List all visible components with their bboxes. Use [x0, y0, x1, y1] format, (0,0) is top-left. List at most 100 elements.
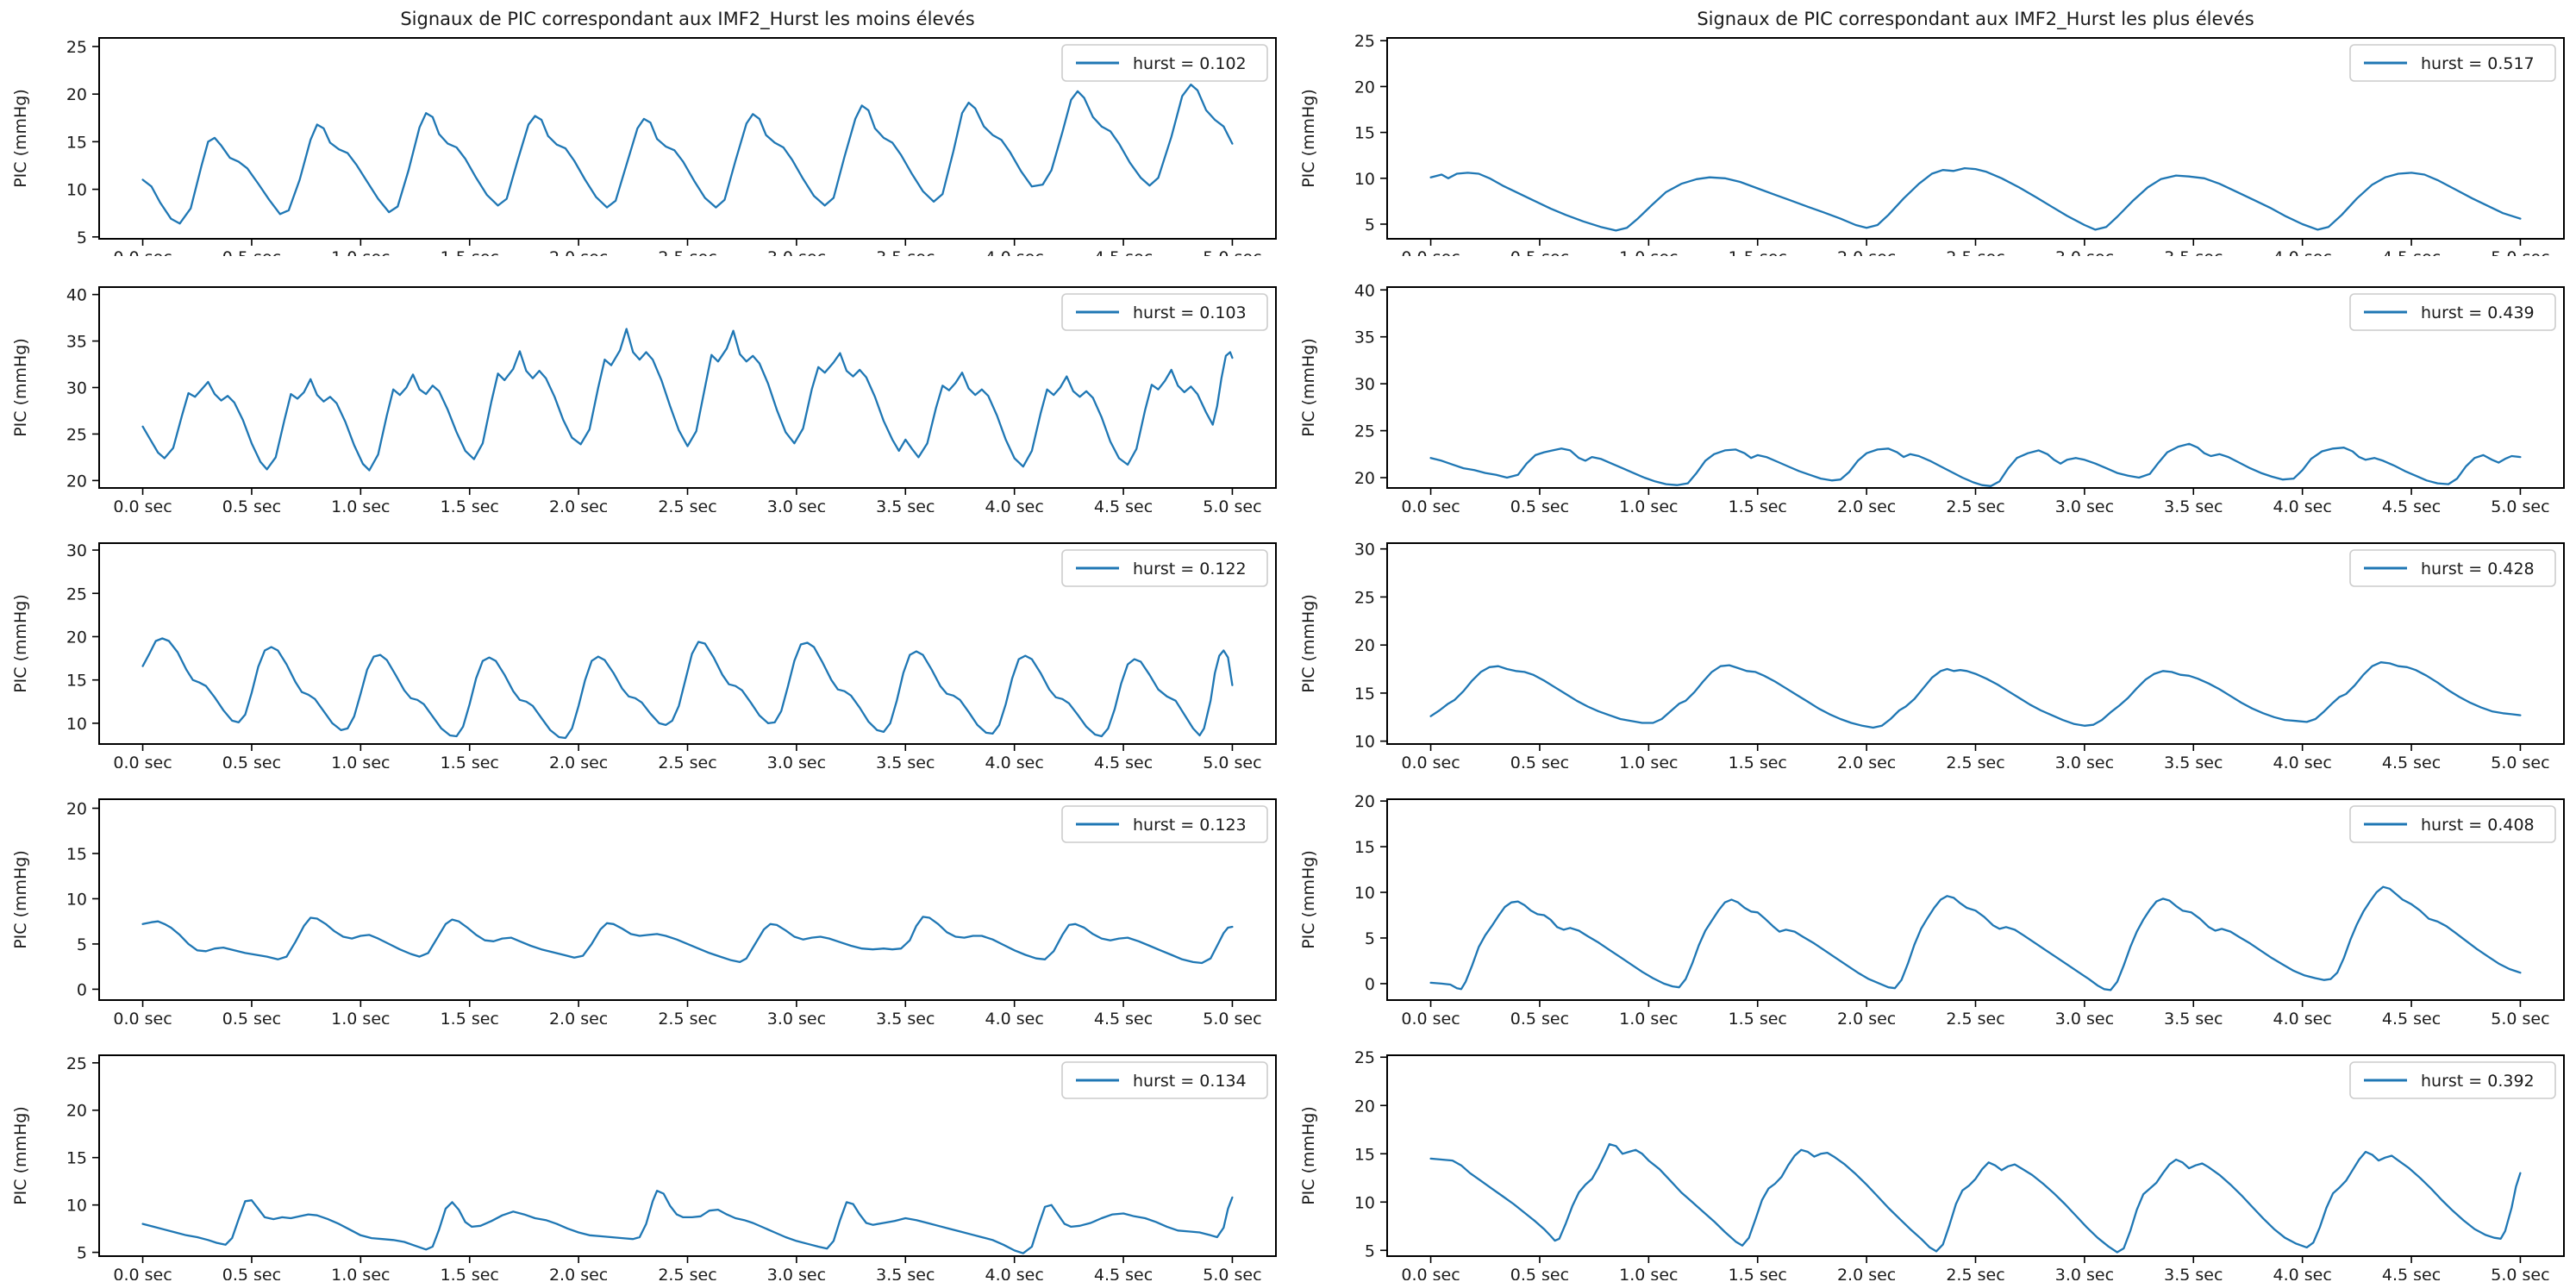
- x-tick-label: 0.0 sec: [1401, 497, 1460, 512]
- x-tick-label: 1.0 sec: [1619, 497, 1678, 512]
- x-tick-label: 3.0 sec: [767, 1010, 826, 1024]
- legend-label: hurst = 0.134: [1133, 1072, 1247, 1091]
- x-tick-label: 2.5 sec: [1946, 497, 2004, 512]
- y-tick-label: 40: [66, 286, 87, 305]
- y-tick-label: 5: [77, 935, 87, 954]
- x-tick-label: 0.5 sec: [1510, 497, 1569, 512]
- y-tick-label: 20: [66, 799, 87, 818]
- y-tick-label: 5: [1365, 929, 1375, 948]
- x-tick-label: 0.5 sec: [222, 1010, 281, 1024]
- x-tick-label: 0.0 sec: [1401, 1266, 1460, 1280]
- x-tick-label: 2.5 sec: [658, 754, 716, 768]
- subplot-row5-right-chart: 0.0 sec 0.5 sec 1.0 sec 1.5 sec 2.0 sec 2.5 s…: [1299, 1048, 2565, 1280]
- x-tick-label: 4.0 sec: [985, 497, 1044, 512]
- x-tick-label: 1.5 sec: [1729, 754, 1787, 768]
- y-tick-label: 0: [77, 980, 87, 999]
- x-tick-label: 3.0 sec: [2055, 497, 2114, 512]
- x-tick-label: 3.0 sec: [767, 1266, 826, 1280]
- x-tick-label: 4.5 sec: [2382, 1010, 2441, 1024]
- y-tick-label: 20: [1354, 792, 1375, 811]
- subplot-row1-left-chart: 0.0 sec 0.5 sec 1.0 sec 1.5 sec 2.0 sec 2.5 s…: [11, 37, 1277, 256]
- x-tick-label: 4.5 sec: [1094, 1010, 1153, 1024]
- x-tick-label: 4.0 sec: [985, 1010, 1044, 1024]
- x-tick-label: 5.0 sec: [1203, 754, 1261, 768]
- y-tick-label: 10: [66, 890, 87, 909]
- left-column-title: Signaux de PIC correspondant aux IMF2_Hu…: [400, 9, 975, 29]
- x-tick-label: 0.5 sec: [222, 1266, 281, 1280]
- x-tick-label: 3.0 sec: [2055, 1266, 2114, 1280]
- x-tick-label: 4.0 sec: [2273, 497, 2332, 512]
- x-tick-label: 4.0 sec: [985, 1266, 1044, 1280]
- y-tick-label: 20: [1354, 78, 1375, 97]
- y-tick-label: 20: [66, 472, 87, 491]
- x-tick-label: 3.0 sec: [767, 248, 826, 256]
- x-tick-label: 1.0 sec: [331, 754, 390, 768]
- y-axis-label: PIC (mmHg): [11, 1106, 30, 1205]
- y-tick-label: 5: [1365, 216, 1375, 235]
- legend-label: hurst = 0.517: [2421, 54, 2535, 73]
- legend-label: hurst = 0.102: [1133, 54, 1247, 73]
- x-tick-label: 5.0 sec: [2491, 248, 2549, 256]
- subplot-row5-left: 0.0 sec 0.5 sec 1.0 sec 1.5 sec 2.0 sec 2.5 s…: [0, 1024, 1288, 1280]
- legend-box: [2349, 549, 2556, 587]
- x-tick-label: 0.5 sec: [1510, 1266, 1569, 1280]
- x-tick-label: 2.0 sec: [1837, 497, 1896, 512]
- x-tick-label: 2.5 sec: [1946, 1010, 2004, 1024]
- subplot-row3-left: 0.0 sec 0.5 sec 1.0 sec 1.5 sec 2.0 sec 2.5 s…: [0, 512, 1288, 768]
- x-tick-label: 3.0 sec: [2055, 1010, 2114, 1024]
- legend-label: hurst = 0.428: [2421, 560, 2535, 578]
- x-tick-label: 5.0 sec: [1203, 1266, 1261, 1280]
- subplot-row4-right: 0.0 sec 0.5 sec 1.0 sec 1.5 sec 2.0 sec 2.5 s…: [1288, 768, 2576, 1024]
- y-tick-label: 20: [1354, 1097, 1375, 1116]
- x-tick-label: 5.0 sec: [2491, 754, 2549, 768]
- x-tick-label: 2.5 sec: [658, 497, 716, 512]
- signal-line: [141, 1190, 1234, 1254]
- y-axis-label: PIC (mmHg): [1299, 338, 1318, 437]
- x-tick-label: 2.0 sec: [549, 754, 608, 768]
- signal-line: [1429, 1142, 2522, 1254]
- y-tick-label: 15: [1354, 1145, 1375, 1164]
- subplot-row1-left: Signaux de PIC correspondant aux IMF2_Hu…: [0, 0, 1288, 256]
- x-tick-label: 3.5 sec: [2164, 1010, 2223, 1024]
- y-tick-label: 5: [77, 228, 87, 247]
- x-tick-label: 1.5 sec: [441, 1010, 499, 1024]
- y-tick-label: 5: [77, 1244, 87, 1263]
- y-tick-label: 25: [66, 585, 87, 603]
- x-tick-label: 2.5 sec: [1946, 1266, 2004, 1280]
- y-axis-label: PIC (mmHg): [1299, 89, 1318, 188]
- legend-box: [2349, 293, 2556, 331]
- x-tick-label: 5.0 sec: [2491, 1010, 2549, 1024]
- x-tick-label: 2.0 sec: [549, 1266, 608, 1280]
- y-axis-label: PIC (mmHg): [1299, 594, 1318, 693]
- x-tick-label: 1.5 sec: [441, 1266, 499, 1280]
- y-tick-label: 30: [1354, 375, 1375, 394]
- x-tick-label: 3.5 sec: [2164, 1266, 2223, 1280]
- x-tick-label: 2.0 sec: [1837, 754, 1896, 768]
- legend-box: [1061, 1061, 1268, 1099]
- subplot-row3-right: 0.0 sec 0.5 sec 1.0 sec 1.5 sec 2.0 sec 2.5 s…: [1288, 512, 2576, 768]
- x-tick-label: 1.5 sec: [1729, 497, 1787, 512]
- x-tick-label: 4.0 sec: [985, 754, 1044, 768]
- y-tick-label: 15: [1354, 124, 1375, 143]
- y-tick-label: 25: [66, 1054, 87, 1073]
- x-tick-label: 5.0 sec: [1203, 497, 1261, 512]
- subplot-row4-left-chart: 0.0 sec 0.5 sec 1.0 sec 1.5 sec 2.0 sec 2.5 s…: [11, 798, 1277, 1024]
- x-tick-label: 0.0 sec: [1401, 1010, 1460, 1024]
- y-tick-label: 10: [1354, 1193, 1375, 1212]
- legend-label: hurst = 0.439: [2421, 303, 2535, 322]
- y-tick-label: 0: [1365, 975, 1375, 994]
- signal-line: [1429, 661, 2522, 729]
- x-tick-label: 1.0 sec: [1619, 1266, 1678, 1280]
- x-tick-label: 4.0 sec: [985, 248, 1044, 256]
- subplot-row4-right-chart: 0.0 sec 0.5 sec 1.0 sec 1.5 sec 2.0 sec 2.5 s…: [1299, 792, 2565, 1024]
- x-tick-label: 0.0 sec: [113, 754, 172, 768]
- x-tick-label: 3.0 sec: [767, 754, 826, 768]
- subplot-row3-left-chart: 0.0 sec 0.5 sec 1.0 sec 1.5 sec 2.0 sec 2.5 s…: [11, 541, 1277, 768]
- signal-line: [141, 328, 1234, 472]
- x-tick-label: 2.5 sec: [658, 1266, 716, 1280]
- x-tick-label: 1.5 sec: [441, 754, 499, 768]
- x-tick-label: 0.5 sec: [1510, 754, 1569, 768]
- x-tick-label: 0.5 sec: [222, 248, 281, 256]
- right-column-title: Signaux de PIC correspondant aux IMF2_Hu…: [1697, 9, 2254, 29]
- x-tick-label: 4.5 sec: [1094, 1266, 1153, 1280]
